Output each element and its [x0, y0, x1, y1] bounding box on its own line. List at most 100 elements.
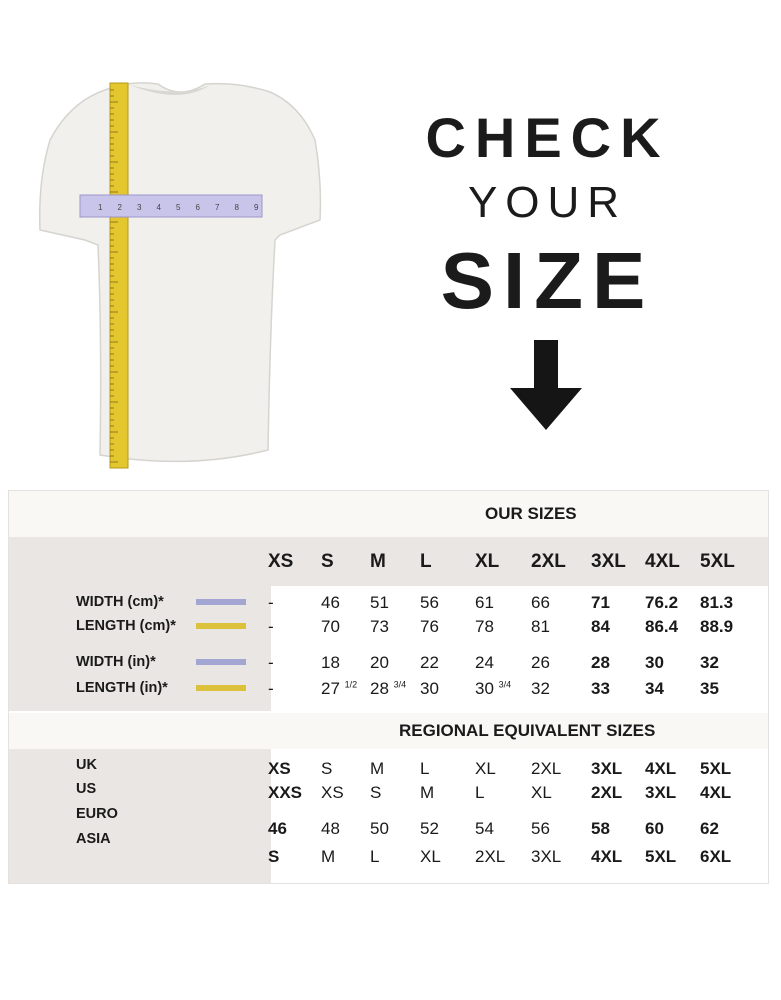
size-column-header: 4XL [645, 551, 680, 572]
regional-size-cell: L [475, 783, 485, 802]
measurement-cell: 34 [645, 679, 701, 699]
measurement-value: 81.3 [700, 593, 734, 612]
regional-size-cell: 3XL [645, 783, 677, 802]
measurement-value: 78 [475, 617, 494, 636]
regional-size-cell: 54 [475, 819, 494, 838]
measurement-cell: 73 [370, 617, 426, 637]
measurement-label: LENGTH (in)* [76, 680, 168, 696]
size-column-header: 2XL [531, 551, 566, 572]
regional-size-cell: L [420, 759, 430, 778]
measurement-cell: 76.2 [645, 593, 701, 613]
measurement-value: 76.2 [645, 593, 679, 612]
measurement-value: - [268, 679, 274, 698]
measurement-cell: 30 [420, 679, 476, 699]
measurement-value: 20 [370, 653, 389, 672]
ruler-number: 4 [157, 203, 162, 212]
regional-size-cell: M [420, 783, 435, 802]
regional-size-cell: 48 [321, 819, 340, 838]
size-column-header: M [370, 551, 386, 572]
measurement-value: 35 [700, 679, 719, 698]
regional-size-cell: XS [268, 759, 291, 778]
measurement-value: 51 [370, 593, 389, 612]
region-label: EURO [76, 806, 118, 822]
regional-size-cell: 56 [531, 819, 550, 838]
our-sizes-title: OUR SIZES [485, 504, 577, 523]
measurement-value: 88.9 [700, 617, 734, 636]
ruler-number: 2 [118, 203, 123, 212]
measurement-cell: - [268, 593, 324, 613]
regional-size-cell: 2XL [531, 759, 562, 778]
tape-color-swatch [196, 623, 246, 629]
ruler-number: 7 [215, 203, 220, 212]
measurement-cell: 24 [475, 653, 531, 673]
measurement-cell: 81 [531, 617, 587, 637]
measurement-value: 66 [531, 593, 550, 612]
measurement-cell: 26 [531, 653, 587, 673]
measurement-value: 24 [475, 653, 494, 672]
measurement-value: 81 [531, 617, 550, 636]
regional-size-cell: XS [321, 783, 344, 802]
measurement-label: WIDTH (cm)* [76, 594, 164, 610]
measurement-value: 86.4 [645, 617, 679, 636]
tape-color-swatch [196, 685, 246, 691]
arrow-down-icon [510, 340, 582, 430]
measurement-fraction: 1/2 [344, 679, 358, 690]
regional-size-cell: 62 [700, 819, 719, 838]
measurement-value: 34 [645, 679, 664, 698]
measurement-cell: 27 1/2 [321, 679, 377, 699]
measurement-cell: 30 3/4 [475, 679, 531, 699]
measurement-cell: - [268, 617, 324, 637]
tape-color-swatch [196, 659, 246, 665]
measurement-value: 33 [591, 679, 610, 698]
measurement-cell: 66 [531, 593, 587, 613]
measurement-value: 18 [321, 653, 340, 672]
measurement-value: 70 [321, 617, 340, 636]
regional-size-cell: 60 [645, 819, 664, 838]
tape-color-swatch [196, 599, 246, 605]
measurement-value: 30 [645, 653, 664, 672]
region-label: ASIA [76, 831, 111, 847]
size-column-header: 3XL [591, 551, 626, 572]
size-chart-table: OUR SIZES REGIONAL EQUIVALENT SIZES XS S M… [8, 490, 769, 884]
size-column-header: XS [268, 551, 294, 572]
regional-size-cell: XL [420, 847, 441, 866]
regional-size-cell: 58 [591, 819, 610, 838]
measurement-value: - [268, 593, 274, 612]
regional-size-cell: 4XL [591, 847, 623, 866]
measurement-value: 27 [321, 679, 340, 698]
regional-size-cell: 2XL [475, 847, 506, 866]
measurement-cell: 46 [321, 593, 377, 613]
measurement-value: 30 [475, 679, 494, 698]
ruler-number: 5 [176, 203, 181, 212]
regional-size-cell: 50 [370, 819, 389, 838]
headline-check: CHECK [425, 106, 670, 169]
measurement-value: 56 [420, 593, 439, 612]
ruler-number: 1 [98, 203, 103, 212]
measurement-cell: 35 [700, 679, 756, 699]
measurement-cell: 51 [370, 593, 426, 613]
measurement-value: 76 [420, 617, 439, 636]
regional-size-cell: 6XL [700, 847, 732, 866]
size-column-header: XL [475, 551, 500, 572]
measurement-cell: 33 [591, 679, 647, 699]
measurement-value: 84 [591, 617, 610, 636]
measurement-value: 26 [531, 653, 550, 672]
size-column-header: 5XL [700, 551, 735, 572]
measurement-fraction: 3/4 [393, 679, 407, 690]
measurement-cell: 20 [370, 653, 426, 673]
tshirt-illustration: 1 2 3 4 5 6 7 8 9 [38, 82, 322, 469]
measurement-value: - [268, 653, 274, 672]
ruler-number: 9 [254, 203, 259, 212]
measurement-cell: 76 [420, 617, 476, 637]
ruler-number: 8 [235, 203, 240, 212]
measurement-value: 46 [321, 593, 340, 612]
regional-size-cell: 3XL [531, 847, 562, 866]
regional-size-cell: M [370, 759, 385, 778]
measurement-value: 30 [420, 679, 439, 698]
ruler-number: 6 [196, 203, 201, 212]
measurement-value: 32 [700, 653, 719, 672]
size-columns-band [9, 537, 768, 586]
regional-size-cell: XL [475, 759, 496, 778]
measurement-fraction: 3/4 [498, 679, 512, 690]
measurement-value: 73 [370, 617, 389, 636]
